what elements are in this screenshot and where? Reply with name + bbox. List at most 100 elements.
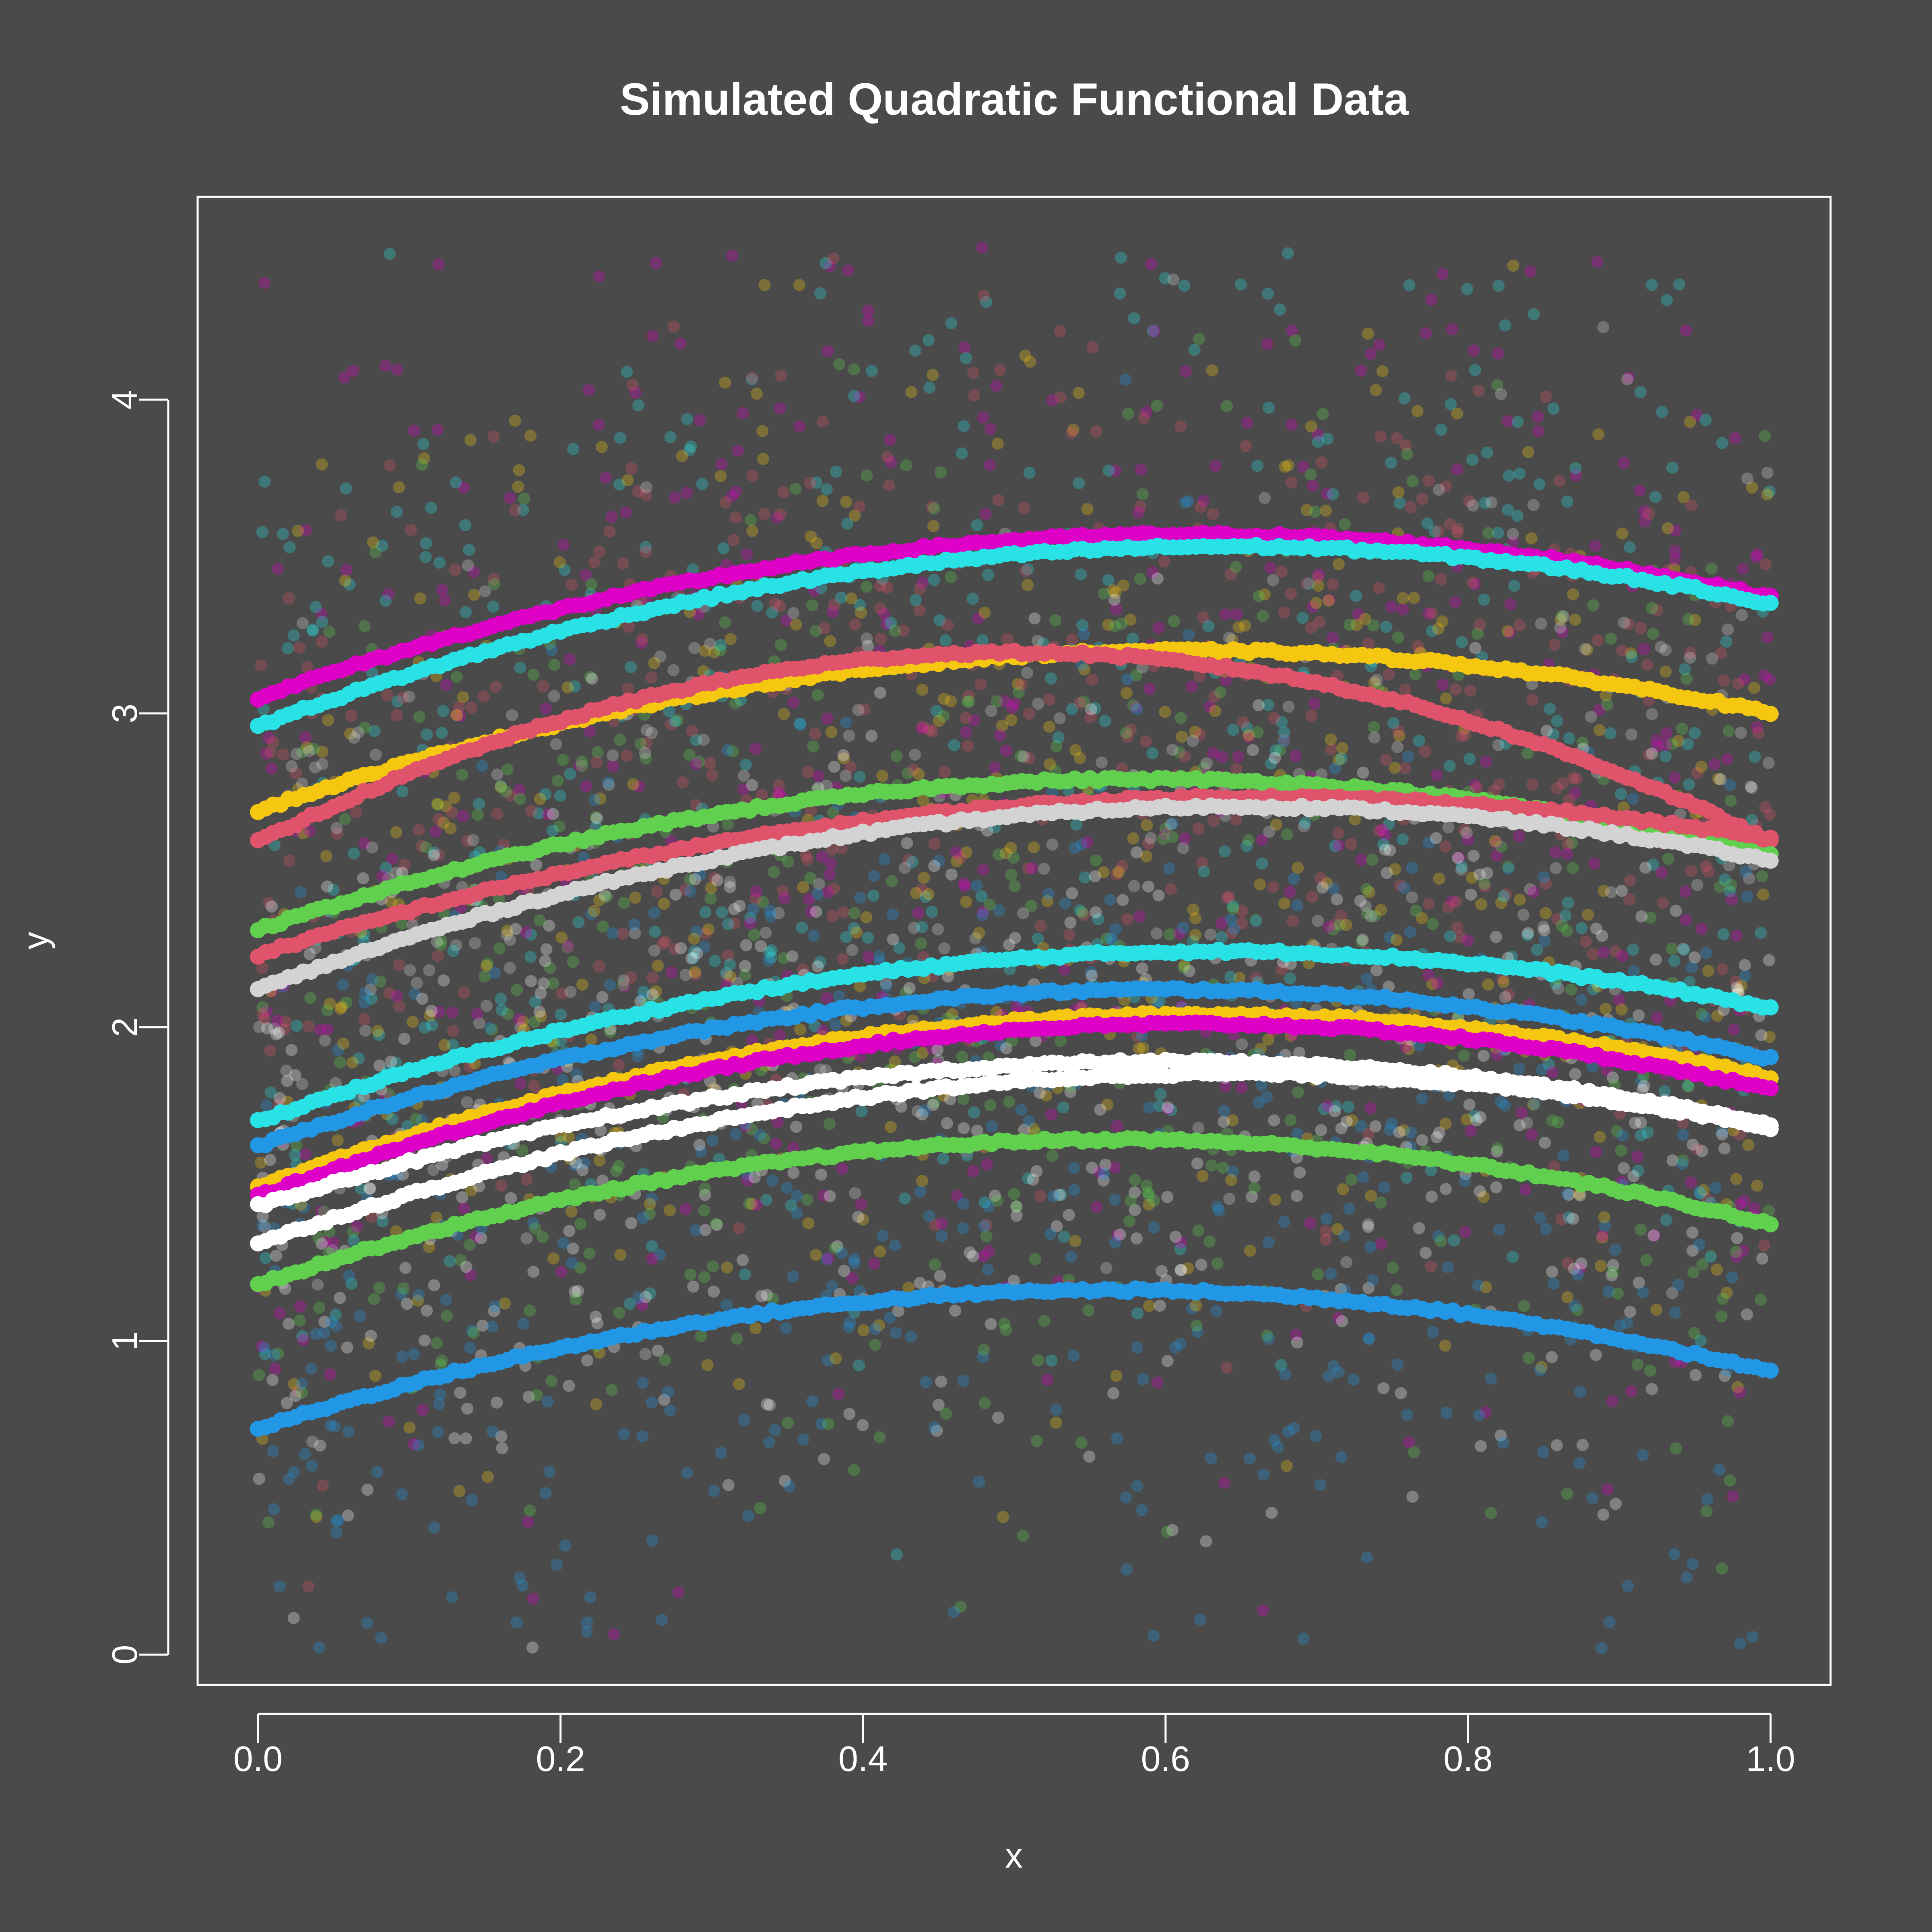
noisy-point — [1426, 607, 1439, 619]
noisy-point — [1063, 929, 1075, 941]
noisy-point — [614, 1249, 627, 1261]
noisy-point — [420, 537, 432, 549]
noisy-point — [1350, 590, 1362, 602]
noisy-point — [403, 690, 415, 703]
noisy-point — [413, 1289, 425, 1301]
noisy-point — [669, 943, 681, 955]
noisy-point — [1543, 1058, 1555, 1071]
noisy-point — [588, 905, 600, 917]
noisy-point — [928, 1421, 941, 1434]
noisy-point — [1066, 887, 1078, 900]
noisy-point — [1451, 407, 1463, 420]
noisy-point — [373, 1059, 386, 1072]
noisy-point — [1128, 880, 1140, 892]
noisy-point — [1682, 1080, 1695, 1093]
noisy-point — [1714, 773, 1727, 786]
noisy-point — [369, 1370, 382, 1382]
noisy-point — [476, 760, 489, 772]
noisy-point — [1746, 481, 1758, 494]
noisy-point — [1503, 626, 1516, 639]
noisy-point — [1275, 1359, 1287, 1371]
noisy-point — [729, 697, 741, 710]
noisy-point — [1157, 833, 1170, 845]
noisy-point — [1137, 1042, 1150, 1054]
noisy-point — [1241, 721, 1253, 734]
noisy-point — [1218, 845, 1231, 857]
noisy-point — [1213, 1204, 1225, 1217]
noisy-point — [1497, 890, 1510, 902]
noisy-point — [686, 725, 698, 737]
noisy-point — [1491, 1146, 1503, 1158]
noisy-point — [1548, 638, 1561, 651]
noisy-point — [1645, 1383, 1658, 1395]
noisy-point — [1527, 308, 1540, 320]
noisy-point — [1055, 1035, 1067, 1047]
noisy-point — [780, 1182, 793, 1194]
noisy-point — [1607, 1259, 1619, 1271]
noisy-point — [1315, 456, 1328, 469]
noisy-point — [937, 1153, 949, 1165]
noisy-point — [1469, 364, 1481, 376]
noisy-point — [506, 709, 518, 721]
noisy-point — [491, 807, 504, 820]
noisy-point — [1174, 1338, 1187, 1350]
noisy-point — [916, 683, 929, 696]
noisy-point — [967, 1250, 979, 1263]
noisy-point — [1109, 923, 1122, 935]
noisy-point — [458, 481, 470, 494]
noisy-point — [902, 767, 914, 780]
noisy-point — [881, 618, 893, 630]
noisy-point — [1635, 1117, 1647, 1129]
noisy-point — [468, 588, 480, 601]
noisy-point — [625, 1217, 638, 1229]
noisy-point — [1706, 652, 1718, 665]
noisy-point — [1321, 487, 1333, 500]
noisy-point — [746, 779, 758, 791]
noisy-point — [1094, 1103, 1106, 1116]
noisy-point — [802, 766, 814, 778]
noisy-point — [281, 642, 294, 654]
noisy-point — [990, 1006, 1003, 1018]
noisy-point — [1125, 723, 1137, 736]
noisy-point — [976, 906, 989, 919]
noisy-point — [417, 1404, 429, 1416]
noisy-point — [714, 470, 727, 483]
noisy-point — [553, 820, 566, 833]
noisy-point — [1544, 702, 1556, 715]
noisy-point — [862, 640, 874, 652]
noisy-point — [266, 900, 278, 913]
noisy-point — [1227, 724, 1239, 736]
noisy-point — [489, 681, 502, 693]
noisy-point — [622, 621, 635, 633]
noisy-point — [522, 1391, 535, 1403]
noisy-point — [527, 1593, 539, 1605]
noisy-point — [533, 1005, 546, 1018]
noisy-point — [827, 806, 839, 819]
noisy-point — [1223, 891, 1236, 903]
noisy-point — [1648, 1229, 1661, 1242]
noisy-point — [1082, 1304, 1095, 1317]
noisy-point — [1232, 621, 1245, 634]
noisy-point — [1502, 863, 1515, 875]
noisy-point — [1187, 735, 1199, 747]
noisy-point — [914, 583, 926, 595]
noisy-point — [1660, 665, 1672, 678]
noisy-point — [868, 870, 880, 882]
noisy-point — [880, 977, 892, 990]
noisy-point — [1601, 1064, 1613, 1077]
noisy-point — [1363, 886, 1375, 898]
noisy-point — [1462, 934, 1474, 947]
noisy-point — [1079, 871, 1091, 883]
noisy-point — [1702, 965, 1715, 977]
noisy-point — [1299, 816, 1311, 829]
noisy-point — [890, 1548, 903, 1561]
noisy-point — [1639, 861, 1652, 874]
noisy-point — [744, 514, 757, 526]
noisy-point — [1606, 1266, 1619, 1278]
noisy-point — [994, 729, 1006, 741]
noisy-point — [1494, 1429, 1507, 1442]
noisy-point — [527, 1217, 539, 1230]
noisy-point — [785, 1199, 797, 1212]
noisy-point — [1313, 568, 1325, 581]
noisy-point — [1325, 743, 1338, 755]
